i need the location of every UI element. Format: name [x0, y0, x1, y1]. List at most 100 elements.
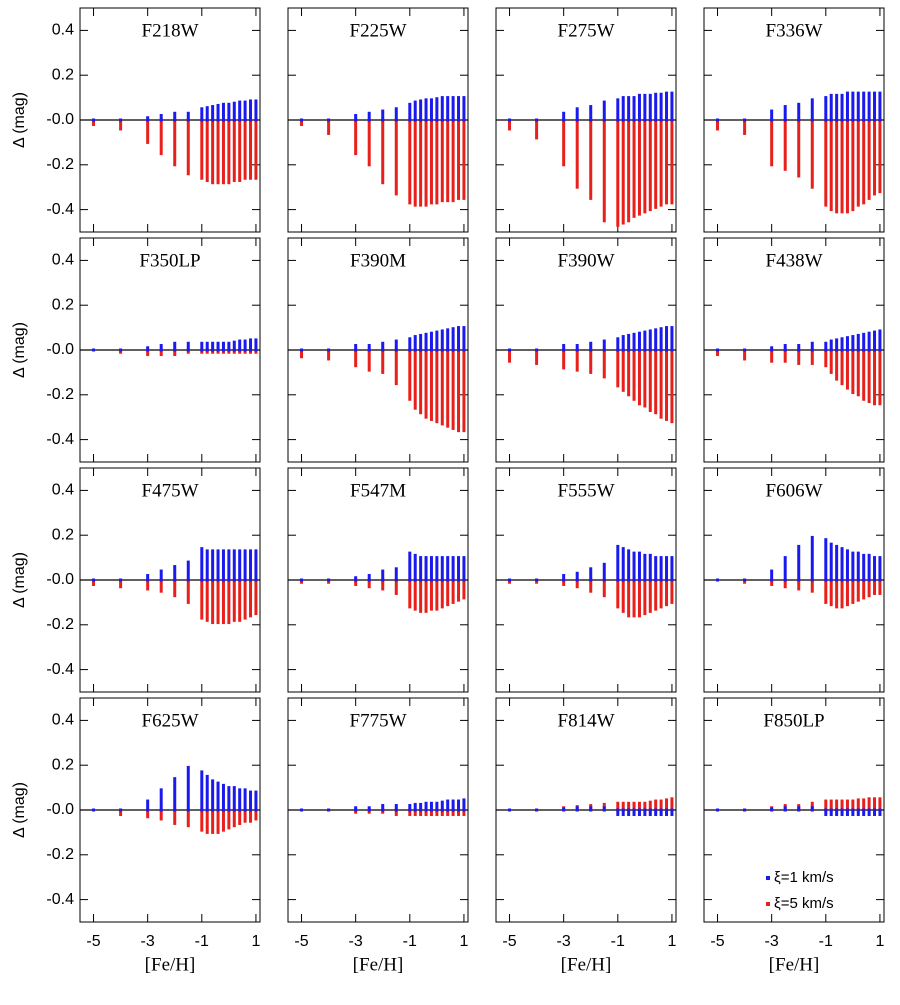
point-column: [637, 808, 641, 816]
legend-label: ξ=1 km/s: [774, 869, 834, 886]
point-column: [873, 556, 877, 582]
point-column: [616, 98, 620, 122]
point-column: [654, 799, 658, 812]
point-column: [867, 118, 871, 200]
y-tick-label: -0.0: [46, 341, 74, 358]
point-column: [845, 348, 849, 390]
point-column: [408, 804, 412, 812]
point-column: [648, 118, 652, 212]
point-column: [632, 348, 636, 401]
point-column: [232, 101, 236, 122]
point-column: [835, 578, 839, 609]
point-column: [327, 118, 331, 135]
point-column: [873, 91, 877, 122]
point-column: [227, 118, 231, 185]
point-column: [851, 335, 855, 352]
point-column: [643, 553, 647, 582]
point-column: [408, 102, 412, 122]
point-column: [200, 107, 204, 122]
point-column: [856, 91, 860, 122]
point-column: [205, 549, 209, 582]
point-column: [851, 91, 855, 122]
x-tick-label: 1: [251, 933, 260, 950]
point-column: [835, 348, 839, 381]
point-column: [810, 348, 814, 365]
y-axis-label: Δ (mag): [11, 322, 28, 378]
point-column: [119, 118, 123, 122]
point-column: [435, 97, 439, 122]
point-column: [440, 578, 444, 609]
point-column: [446, 808, 450, 816]
point-column: [535, 348, 539, 352]
point-column: [835, 118, 839, 214]
point-column: [589, 578, 593, 593]
point-column: [829, 799, 833, 812]
y-tick-label: -0.2: [46, 156, 74, 173]
point-column: [616, 118, 620, 227]
point-column: [783, 118, 787, 171]
point-column: [451, 556, 455, 582]
point-column: [367, 118, 371, 167]
point-column: [845, 808, 849, 816]
point-column: [508, 118, 512, 122]
x-tick-label: -1: [819, 933, 833, 950]
point-column: [119, 808, 123, 812]
point-column: [654, 118, 658, 209]
point-column: [637, 801, 641, 812]
point-column: [211, 549, 215, 582]
point-column: [602, 348, 606, 379]
point-column: [227, 808, 231, 830]
point-column: [146, 808, 150, 819]
point-column: [840, 118, 844, 214]
point-column: [159, 118, 163, 156]
y-tick-label: -0.4: [46, 661, 74, 678]
point-column: [173, 565, 177, 582]
point-column: [743, 348, 747, 352]
x-axis-label: [Fe/H]: [353, 954, 404, 975]
point-column: [616, 348, 620, 388]
point-column: [873, 578, 877, 595]
point-column: [227, 341, 231, 352]
point-column: [643, 348, 647, 408]
point-column: [186, 560, 190, 582]
point-column: [381, 348, 385, 374]
point-column: [621, 335, 625, 352]
point-column: [637, 331, 641, 352]
point-column: [424, 118, 428, 207]
point-column: [824, 348, 828, 368]
point-column: [840, 578, 844, 609]
point-column: [632, 551, 636, 582]
point-column: [435, 808, 439, 816]
point-column: [783, 578, 787, 589]
point-column: [221, 341, 225, 352]
point-column: [770, 118, 774, 167]
point-column: [716, 348, 720, 356]
panel-title: F625W: [142, 710, 199, 731]
point-column: [810, 118, 814, 189]
point-column: [862, 553, 866, 582]
point-column: [200, 118, 204, 180]
point-column: [643, 801, 647, 812]
point-column: [797, 102, 801, 122]
point-column: [367, 574, 371, 582]
point-column: [327, 578, 331, 582]
panel-title: F225W: [350, 20, 407, 41]
point-column: [119, 578, 123, 582]
point-column: [743, 348, 747, 361]
point-column: [254, 578, 258, 616]
point-column: [413, 578, 417, 611]
panel-title: F390M: [350, 250, 406, 271]
point-column: [632, 96, 636, 122]
point-column: [173, 578, 177, 598]
point-column: [659, 808, 663, 816]
point-column: [665, 91, 669, 122]
point-column: [232, 808, 236, 828]
point-column: [589, 567, 593, 582]
point-column: [840, 93, 844, 122]
point-column: [419, 118, 423, 207]
point-column: [824, 808, 828, 816]
point-column: [327, 118, 331, 122]
panel-title: F350LP: [139, 250, 200, 271]
x-tick-label: -3: [349, 933, 363, 950]
point-column: [119, 578, 123, 589]
